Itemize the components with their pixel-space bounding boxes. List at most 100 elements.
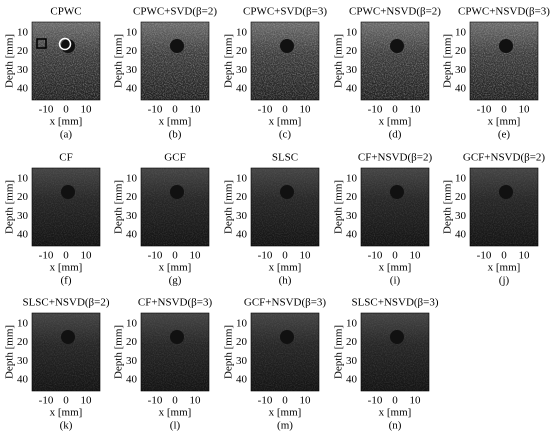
x-tick-label: -10 [258, 104, 273, 116]
y-tick-label: 40 [236, 374, 248, 386]
panel-title: GCF+NSVD(β=3) [244, 297, 327, 309]
x-axis-label: x [mm] [269, 262, 302, 274]
panel-caption: (k) [60, 420, 73, 432]
panel-title: CF [59, 152, 72, 164]
panel-caption: (a) [60, 129, 73, 141]
speckle [470, 168, 538, 246]
y-tick-label: 20 [455, 191, 467, 203]
y-tick-label: 10 [346, 173, 358, 185]
y-tick-label: 20 [17, 191, 29, 203]
y-axis-label: Depth [mm] [442, 180, 454, 234]
x-tick-label: 10 [410, 104, 422, 116]
speckle [251, 168, 319, 246]
x-tick-label: 0 [501, 250, 507, 262]
panel-caption: (g) [169, 275, 182, 287]
y-axis-label: Depth [mm] [113, 34, 125, 88]
vessel [170, 39, 184, 53]
frame [31, 21, 101, 101]
y-tick-label: 20 [17, 336, 29, 348]
x-axis-label: x [mm] [379, 262, 412, 274]
x-axis-label: x [mm] [50, 407, 83, 419]
x-tick-label: 10 [190, 395, 202, 407]
y-axis-label: Depth [mm] [4, 180, 16, 234]
y-tick-label: 30 [236, 210, 248, 222]
shade [361, 313, 429, 391]
panel-title: CPWC [50, 6, 81, 18]
x-tick-label: -10 [39, 395, 54, 407]
y-axis-label: Depth [mm] [4, 34, 16, 88]
y-tick-label: 40 [236, 83, 248, 95]
x-axis-label: x [mm] [269, 116, 302, 128]
x-tick-label: 10 [81, 395, 93, 407]
frame [360, 312, 430, 392]
panel-title: CF+NSVD(β=2) [358, 152, 433, 164]
panel-title: CPWC+SVD(β=2) [133, 6, 217, 18]
y-tick-label: 20 [236, 45, 248, 57]
y-tick-label: 10 [455, 27, 467, 39]
y-tick-label: 30 [346, 210, 358, 222]
frame [250, 167, 320, 247]
shade [141, 168, 209, 246]
panel-title: SLSC+NSVD(β=2) [22, 297, 109, 309]
frame [31, 167, 101, 247]
panel-title: CPWC+SVD(β=3) [243, 6, 327, 18]
frame [360, 167, 430, 247]
panel-caption: (i) [390, 275, 401, 287]
x-tick-label: 0 [392, 250, 398, 262]
panel-caption: (j) [499, 275, 510, 287]
x-tick-label: 0 [392, 395, 398, 407]
x-tick-label: -10 [258, 250, 273, 262]
panel-caption: (l) [170, 420, 181, 432]
y-tick-label: 10 [455, 173, 467, 185]
frame [250, 21, 320, 101]
x-tick-label: 0 [392, 104, 398, 116]
y-axis-label: Depth [mm] [113, 180, 125, 234]
y-tick-label: 40 [346, 229, 358, 241]
y-tick-label: 30 [17, 210, 29, 222]
x-tick-label: -10 [368, 104, 383, 116]
y-tick-label: 30 [346, 64, 358, 76]
y-tick-label: 10 [236, 173, 248, 185]
y-tick-label: 40 [17, 229, 29, 241]
vessel [280, 330, 294, 344]
x-tick-label: 0 [63, 250, 69, 262]
x-tick-label: 10 [300, 104, 312, 116]
y-tick-label: 20 [236, 336, 248, 348]
y-tick-label: 20 [346, 45, 358, 57]
shade [141, 313, 209, 391]
y-tick-label: 30 [17, 355, 29, 367]
y-tick-label: 10 [17, 27, 29, 39]
speckle [32, 22, 100, 100]
y-tick-label: 20 [236, 191, 248, 203]
y-tick-label: 40 [346, 83, 358, 95]
x-axis-label: x [mm] [488, 262, 521, 274]
y-tick-label: 10 [126, 173, 138, 185]
x-tick-label: -10 [39, 250, 54, 262]
y-tick-label: 20 [455, 45, 467, 57]
y-axis-label: Depth [mm] [442, 34, 454, 88]
x-tick-label: 0 [172, 395, 178, 407]
vessel [499, 39, 513, 53]
x-tick-label: -10 [477, 104, 492, 116]
y-tick-label: 10 [346, 27, 358, 39]
x-tick-label: 10 [81, 104, 93, 116]
y-tick-label: 40 [126, 374, 138, 386]
y-tick-label: 40 [455, 229, 467, 241]
x-tick-label: 10 [300, 250, 312, 262]
panel-caption: (b) [169, 129, 182, 141]
vessel [280, 185, 294, 199]
frame [360, 21, 430, 101]
y-tick-label: 30 [126, 64, 138, 76]
x-axis-label: x [mm] [379, 407, 412, 419]
speckle [251, 313, 319, 391]
x-tick-label: 10 [519, 250, 531, 262]
y-tick-label: 40 [126, 83, 138, 95]
x-tick-label: 10 [410, 395, 422, 407]
